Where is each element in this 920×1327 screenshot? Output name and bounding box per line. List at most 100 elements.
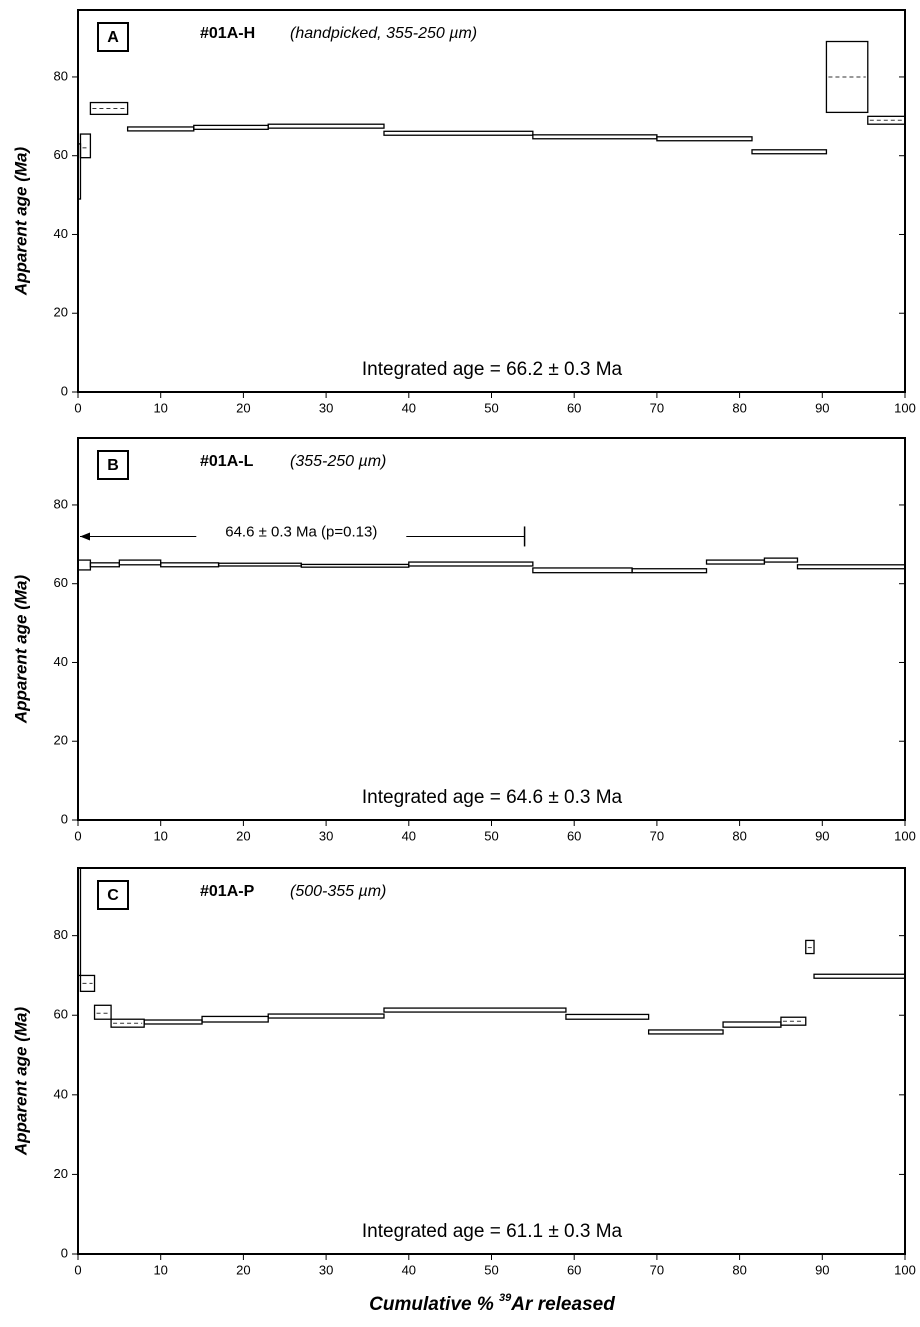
y-tick-label: 80	[54, 496, 68, 511]
x-tick-label: 100	[894, 828, 916, 843]
step-box	[408, 561, 534, 567]
step-box	[77, 867, 82, 977]
step-box	[780, 1016, 807, 1026]
x-tick-label: 30	[319, 400, 333, 415]
x-tick-label: 50	[484, 1262, 498, 1277]
step-box	[118, 559, 162, 566]
x-tick-label: 90	[815, 828, 829, 843]
plot-frame	[77, 9, 906, 393]
x-tick-label: 0	[74, 828, 81, 843]
x-tick-label: 90	[815, 1262, 829, 1277]
integrated-age: Integrated age = 64.6 ± 0.3 Ma	[362, 787, 623, 808]
x-tick-label: 100	[894, 1262, 916, 1277]
y-tick-label: 60	[54, 575, 68, 590]
step-box	[77, 143, 82, 200]
y-axis-label: Apparent age (Ma)	[11, 147, 30, 297]
panel-title: #01A-H	[200, 25, 255, 42]
x-tick-label: 70	[650, 828, 664, 843]
step-box	[267, 1013, 385, 1019]
x-tick-label: 10	[153, 828, 167, 843]
step-box	[565, 1013, 650, 1020]
step-box	[722, 1021, 782, 1028]
step-box	[656, 136, 753, 142]
x-tick-label: 40	[402, 828, 416, 843]
step-box	[631, 568, 708, 574]
x-tick-label: 20	[236, 828, 250, 843]
step-box	[383, 130, 534, 136]
panel-label: C	[107, 887, 119, 904]
y-tick-label: 40	[54, 1086, 68, 1101]
x-tick-label: 100	[894, 400, 916, 415]
plot-frame	[77, 437, 906, 821]
step-box	[705, 559, 766, 565]
y-tick-label: 0	[61, 811, 68, 826]
plot-frame	[77, 867, 906, 1255]
x-tick-label: 50	[484, 828, 498, 843]
integrated-age: Integrated age = 61.1 ± 0.3 Ma	[362, 1221, 623, 1242]
step-box	[763, 557, 799, 563]
step-box	[217, 562, 302, 567]
x-tick-label: 30	[319, 828, 333, 843]
x-tick-label: 10	[153, 400, 167, 415]
y-tick-label: 60	[54, 147, 68, 162]
panel-label: A	[107, 29, 119, 46]
plateau-arrowhead	[80, 532, 90, 541]
panel-title: #01A-L	[200, 453, 254, 470]
step-box	[383, 1007, 567, 1013]
y-tick-label: 60	[54, 1007, 68, 1022]
step-box	[300, 563, 410, 568]
step-box	[867, 115, 906, 125]
y-axis-label: Apparent age (Ma)	[11, 575, 30, 725]
x-tick-label: 70	[650, 1262, 664, 1277]
step-box	[160, 562, 220, 568]
x-tick-label: 80	[732, 828, 746, 843]
y-axis-label: Apparent age (Ma)	[11, 1007, 30, 1157]
step-box	[647, 1029, 724, 1035]
x-axis-label-isotope: 39	[499, 1292, 512, 1304]
step-box	[532, 134, 658, 140]
step-box	[796, 564, 906, 570]
step-box	[126, 126, 195, 132]
y-tick-label: 40	[54, 226, 68, 241]
step-box	[805, 939, 815, 955]
y-tick-label: 80	[54, 927, 68, 942]
step-box	[79, 133, 92, 159]
step-box	[143, 1019, 203, 1025]
step-box	[532, 567, 633, 574]
x-tick-label: 80	[732, 400, 746, 415]
step-box	[193, 124, 269, 130]
panel-subtitle: (500-355 µm)	[290, 883, 386, 900]
y-tick-label: 40	[54, 654, 68, 669]
step-box	[79, 974, 96, 993]
x-tick-label: 20	[236, 400, 250, 415]
plateau-label: 64.6 ± 0.3 Ma (p=0.13)	[225, 523, 377, 540]
step-box	[201, 1015, 269, 1023]
step-box	[89, 101, 129, 116]
panel-label-box	[97, 880, 129, 910]
x-tick-label: 0	[74, 400, 81, 415]
y-tick-label: 0	[61, 1245, 68, 1260]
x-tick-label: 70	[650, 400, 664, 415]
x-tick-label: 90	[815, 400, 829, 415]
y-tick-label: 0	[61, 383, 68, 398]
step-box	[825, 40, 869, 114]
y-tick-label: 80	[54, 68, 68, 83]
integrated-age: Integrated age = 66.2 ± 0.3 Ma	[362, 359, 623, 380]
y-tick-label: 20	[54, 733, 68, 748]
panel-subtitle: (handpicked, 355-250 µm)	[290, 25, 477, 42]
step-box	[813, 973, 906, 979]
x-tick-label: 20	[236, 1262, 250, 1277]
step-box	[77, 559, 92, 571]
x-tick-label: 50	[484, 400, 498, 415]
x-axis-label-prefix: Cumulative %	[369, 1294, 499, 1315]
panel-label: B	[107, 457, 119, 474]
x-tick-label: 80	[732, 1262, 746, 1277]
y-tick-label: 20	[54, 305, 68, 320]
y-tick-label: 20	[54, 1166, 68, 1181]
panel-title: #01A-P	[200, 883, 255, 900]
panel-label-box	[97, 450, 129, 480]
x-axis-label-suffix: Ar released	[510, 1294, 615, 1315]
x-tick-label: 10	[153, 1262, 167, 1277]
x-axis-label: Cumulative % 39Ar released	[369, 1292, 615, 1315]
